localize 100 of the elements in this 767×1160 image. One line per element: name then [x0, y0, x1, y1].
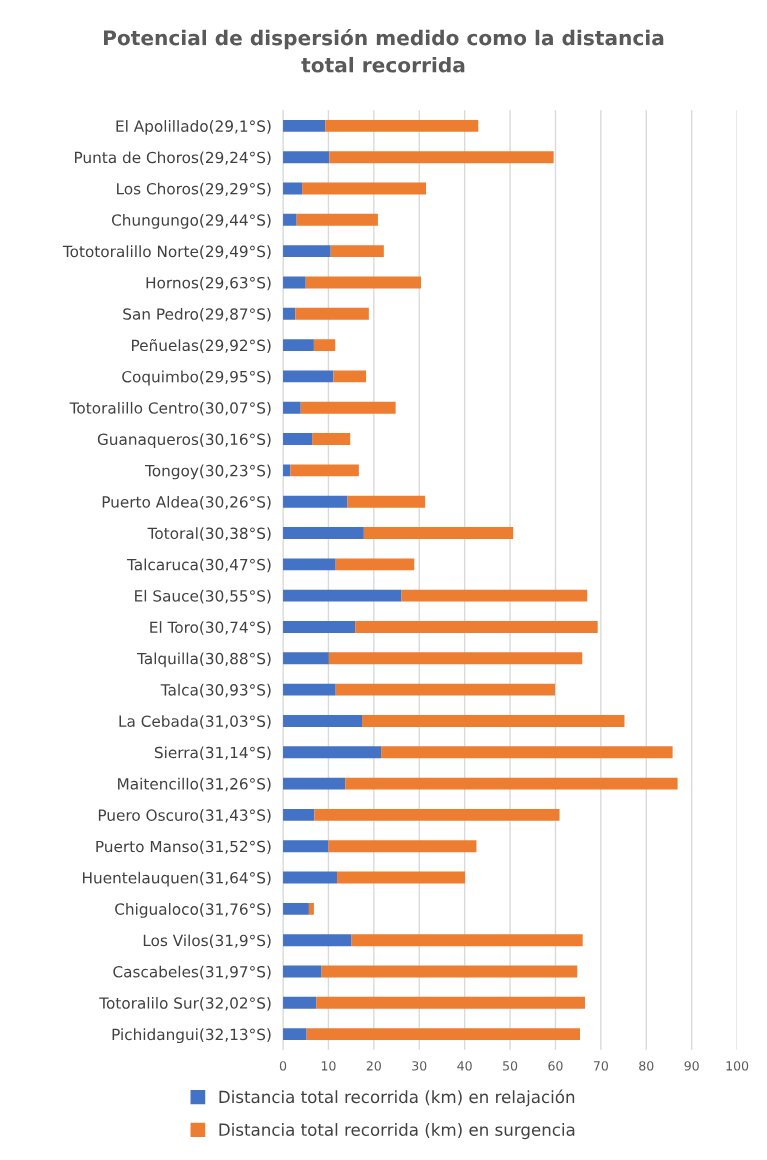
x-tick-label: 20: [366, 1061, 381, 1071]
x-tick-label: 70: [593, 1061, 608, 1071]
bar: [283, 871, 338, 884]
bar: [308, 902, 314, 915]
bar: [363, 527, 514, 539]
bar: [329, 151, 554, 164]
bar: [283, 996, 317, 1009]
bar: [347, 495, 426, 508]
bar: [283, 652, 329, 665]
y-tick-label: Hornos(29,63°S): [146, 276, 271, 291]
bar: [355, 621, 598, 633]
bar: [283, 339, 314, 352]
bar: [283, 495, 348, 508]
bar: [283, 714, 363, 727]
y-tick-label: El Apolillado(29,1°S): [116, 120, 271, 135]
bar: [328, 840, 477, 853]
x-tick-label: 80: [639, 1061, 654, 1071]
bar: [283, 683, 336, 696]
bar: [333, 370, 367, 383]
y-tick-label: Totoralillo Centro(30,07°S): [69, 401, 271, 416]
y-tick-label: Puerto Aldea(30,26°S): [102, 495, 271, 510]
bar: [283, 213, 297, 226]
y-tick-label: Huentelauquen(31,64°S): [83, 871, 271, 887]
x-tick-label: 30: [412, 1061, 427, 1071]
bar: [283, 307, 296, 320]
bar: [283, 589, 402, 602]
bar: [283, 808, 315, 821]
y-tick-label: El Sauce(30,55°S): [135, 589, 271, 604]
chart-title: Potencial de dispersión medido como la distancia total recorrida: [104, 29, 664, 73]
y-tick-label: Totoralilo Sur(32,02°S): [99, 997, 271, 1011]
bar: [325, 119, 479, 132]
bar: [283, 1028, 307, 1041]
bar: [283, 840, 329, 853]
bar: [283, 151, 330, 164]
bar: [335, 683, 556, 696]
y-tick-label: Tongoy(30,23°S): [145, 464, 271, 480]
y-tick-label: Maitencillo(31,26°S): [118, 777, 271, 792]
y-tick-label: Los Vilos(31,9°S): [143, 934, 271, 948]
bar: [283, 902, 309, 915]
bar: [302, 182, 427, 195]
y-tick-label: Punta de Choros(29,24°S): [75, 151, 271, 165]
bar: [401, 589, 588, 602]
bar: [290, 464, 359, 477]
y-tick-label: Pichidangui(32,13°S): [112, 1028, 271, 1044]
y-tick-label: Talcaruca(30,47°S): [126, 558, 271, 573]
y-tick-label: Chungungo(29,44°S): [111, 214, 271, 229]
bar: [337, 871, 466, 884]
y-tick-label: Los Choros(29,29°S): [117, 182, 271, 197]
y-tick-label: Totoral(30,38°S): [147, 527, 271, 541]
bar: [305, 276, 422, 289]
bar: [300, 401, 396, 414]
bar: [314, 808, 560, 821]
legend-label: Distancia total recorrida (km) en relajación: [219, 1089, 575, 1107]
bar: [283, 777, 346, 790]
bar: [283, 245, 331, 258]
y-tick-label: Guanaqueros(30,16°S): [97, 433, 271, 449]
y-tick-label: Sierra(31,14°S): [154, 746, 271, 761]
bar: [335, 558, 415, 571]
bar: [345, 777, 678, 790]
bar: [283, 276, 306, 289]
bar: [381, 746, 673, 759]
legend-label: Distancia total recorrida (km) en surgencia: [219, 1123, 575, 1140]
y-tick-label: Puero Oscuro(31,43°S): [98, 809, 271, 823]
bar: [295, 307, 369, 320]
y-tick-label: Chigualoco(31,76°S): [115, 903, 271, 918]
x-tick-label: 100: [726, 1061, 749, 1071]
bar: [283, 934, 352, 947]
y-tick-label: Talca(30,93°S): [160, 683, 271, 698]
x-tick-label: 0: [279, 1061, 287, 1071]
y-tick-label: El Toro(30,74°S): [150, 621, 271, 635]
x-tick-label: 60: [548, 1061, 563, 1071]
bar: [283, 965, 322, 978]
bar: [351, 934, 583, 947]
bar: [283, 621, 356, 633]
x-tick-label: 10: [321, 1061, 336, 1071]
bar: [316, 996, 585, 1009]
bar: [283, 401, 301, 414]
bar: [283, 433, 313, 446]
bar: [362, 714, 625, 727]
bar: [328, 652, 583, 665]
y-tick-label: San Pedro(29,87°S): [123, 307, 271, 322]
bar: [306, 1028, 580, 1041]
bar: [283, 558, 336, 571]
bar: [283, 527, 364, 539]
bar: [283, 746, 382, 759]
bar: [283, 370, 334, 383]
bar: [330, 245, 384, 258]
bar: [312, 433, 351, 446]
y-tick-label: Talquilla(30,88°S): [136, 652, 271, 668]
y-tick-label: Peñuelas(29,92°S): [132, 339, 271, 353]
y-tick-label: Cascabeles(31,97°S): [113, 965, 271, 980]
y-tick-label: La Cebada(31,03°S): [119, 715, 271, 729]
bar: [296, 213, 378, 226]
bar: [283, 119, 326, 132]
y-tick-label: Tototoralillo Norte(29,49°S): [62, 245, 271, 259]
x-tick-label: 90: [684, 1061, 699, 1071]
x-tick-label: 50: [503, 1061, 518, 1071]
y-tick-label: Coquimbo(29,95°S): [122, 370, 271, 386]
bar: [313, 339, 336, 352]
x-tick-label: 40: [457, 1061, 472, 1071]
